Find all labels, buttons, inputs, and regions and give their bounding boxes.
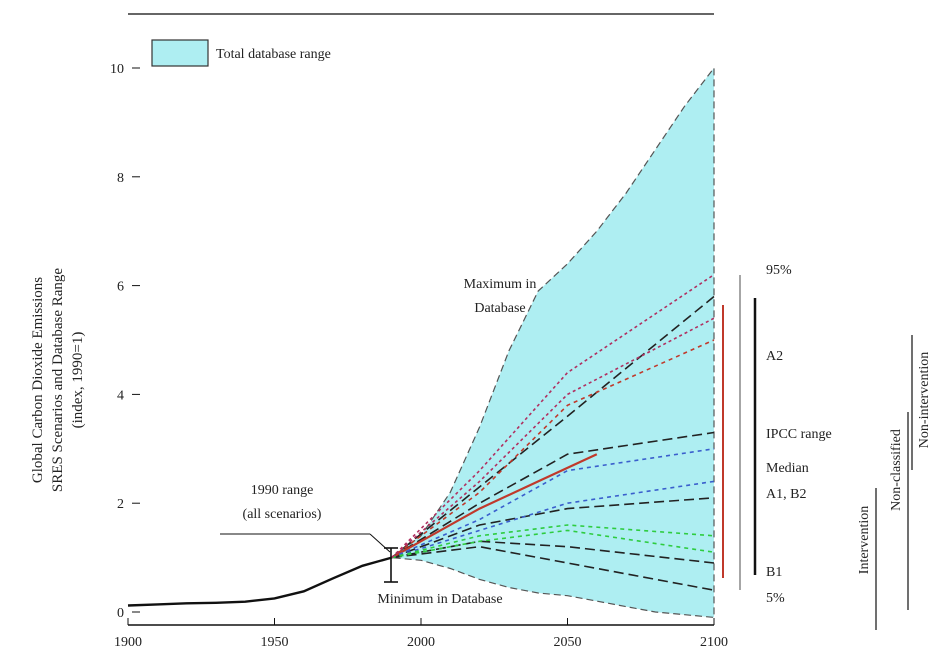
x-tick-label-1900: 1900 xyxy=(114,635,142,650)
vertical-label-nonclassified: Non-classified xyxy=(889,429,904,511)
y-tick-label-2: 2 xyxy=(117,497,124,512)
x-tick-label-2050: 2050 xyxy=(554,635,582,650)
min-db-label: Minimum in Database xyxy=(377,592,502,607)
range-1990-label-1: 1990 range xyxy=(251,483,314,498)
scenario-lines xyxy=(391,274,715,591)
max-db-label-2: Database xyxy=(474,301,525,316)
y-label-line-1: Global Carbon Dioxide Emissions xyxy=(30,277,46,483)
label-a2: A2 xyxy=(766,349,783,364)
scenario-line-9 xyxy=(391,480,715,559)
max-db-label-1: Maximum in xyxy=(464,277,537,292)
y-tick-label-8: 8 xyxy=(117,171,124,186)
scenario-line-1 xyxy=(391,295,715,559)
svg-text:Intervention: Intervention xyxy=(857,506,872,574)
range-1990-leader-diag xyxy=(369,533,391,553)
x-axis-ticks: 1900 1950 2000 2050 2100 xyxy=(114,618,728,650)
label-median: Median xyxy=(766,461,809,476)
scenario-line-7 xyxy=(391,339,715,559)
legend-label: Total database range xyxy=(216,47,331,62)
y-tick-label-0: 0 xyxy=(117,606,124,621)
historical-line xyxy=(127,556,393,607)
range-1990-label-2: (all scenarios) xyxy=(243,507,322,522)
label-5pct: 5% xyxy=(766,591,785,606)
range-1990-errorbar xyxy=(384,547,398,583)
y-tick-label-6: 6 xyxy=(117,280,124,295)
vertical-label-intervention: Intervention xyxy=(857,506,872,574)
label-b1: B1 xyxy=(766,565,782,580)
y-tick-label-10: 10 xyxy=(110,62,124,77)
label-95pct: 95% xyxy=(766,263,792,278)
x-tick-label-1950: 1950 xyxy=(261,635,289,650)
x-tick-label-2000: 2000 xyxy=(407,635,435,650)
vertical-label-nonintervention: Non-intervention xyxy=(917,352,932,448)
scenario-line-8 xyxy=(391,448,715,559)
svg-text:Non-intervention: Non-intervention xyxy=(917,352,932,448)
y-label-line-3: (index, 1990=1) xyxy=(70,332,86,429)
scenario-line-2 xyxy=(391,431,715,559)
y-label-line-2: SRES Scenarios and Database Range xyxy=(50,268,66,492)
label-ipcc-range: IPCC range xyxy=(766,427,832,442)
y-axis-ticks: 0 2 4 6 8 10 xyxy=(110,62,140,621)
svg-text:Non-classified: Non-classified xyxy=(889,429,904,511)
y-axis-label: Global Carbon Dioxide Emissions SRES Sce… xyxy=(30,268,86,492)
scenario-line-12 xyxy=(391,274,715,559)
scenario-line-6 xyxy=(391,453,598,559)
y-tick-label-4: 4 xyxy=(117,388,124,403)
legend-swatch xyxy=(151,39,209,67)
label-a1b2: A1, B2 xyxy=(766,487,806,502)
x-tick-label-2100: 2100 xyxy=(700,635,728,650)
database-range-band xyxy=(390,66,715,619)
